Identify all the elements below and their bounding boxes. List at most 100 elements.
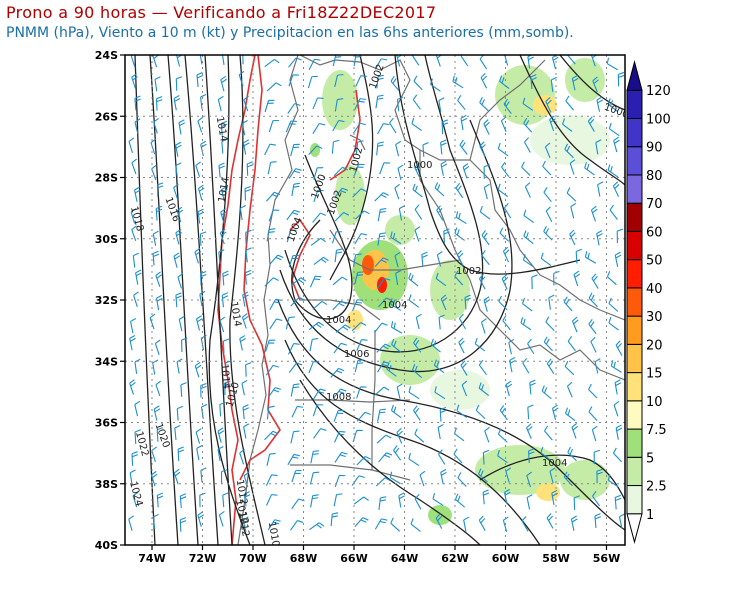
wind-barb — [413, 337, 422, 353]
wind-barb — [433, 359, 445, 374]
wind-barb — [334, 74, 344, 87]
wind-barb — [242, 404, 250, 420]
wind-barb — [396, 96, 404, 112]
wind-barb — [430, 78, 441, 92]
wind-barb — [483, 119, 490, 135]
wind-barb — [475, 404, 486, 420]
wind-barb — [411, 117, 423, 132]
wind-barb — [455, 211, 467, 225]
lon-tick-label: 56W — [593, 552, 620, 565]
wind-barb — [241, 120, 248, 136]
wind-barb — [612, 181, 620, 197]
colorbar-label: 7.5 — [646, 423, 667, 438]
wind-barb — [374, 58, 388, 70]
wind-barb — [606, 271, 617, 286]
wind-barb — [499, 75, 510, 89]
colorbar-segment — [626, 513, 643, 544]
colorbar-label: 10 — [646, 395, 663, 410]
wind-barb — [221, 185, 228, 202]
wind-barb — [356, 386, 367, 399]
wind-barb — [310, 450, 320, 464]
wind-barb — [175, 292, 182, 308]
wind-barb — [244, 185, 251, 201]
wind-barb — [527, 404, 534, 420]
wind-barb — [220, 469, 228, 484]
isobar-label: 1008 — [326, 392, 351, 403]
wind-barb — [591, 273, 599, 289]
wind-barb — [542, 160, 552, 176]
wind-barb — [567, 446, 577, 462]
wind-barb — [505, 467, 512, 483]
wind-barb — [618, 513, 625, 529]
wind-barb — [389, 117, 397, 134]
wind-barb — [479, 141, 486, 158]
wind-barb — [504, 55, 509, 66]
wind-barb — [458, 337, 465, 354]
isobar-label: 1006 — [344, 349, 369, 360]
wind-barb — [149, 313, 156, 330]
wind-barb — [526, 494, 533, 510]
colorbar-segment — [626, 400, 643, 430]
wind-barb — [571, 316, 579, 333]
wind-barb — [265, 474, 278, 486]
wind-barb — [457, 472, 467, 487]
colorbar-segment — [626, 456, 643, 487]
wind-barb — [480, 72, 488, 89]
wind-barb — [334, 98, 344, 112]
wind-barb — [197, 511, 204, 527]
isobar-label: 1004 — [326, 315, 351, 326]
wind-barb — [266, 405, 275, 420]
wind-barb — [134, 95, 141, 111]
wind-barb — [543, 186, 552, 203]
wind-barb — [608, 297, 619, 312]
isobar-label: 1014 — [218, 363, 231, 389]
wind-barb — [523, 117, 533, 133]
wind-barb — [287, 103, 301, 114]
lat-tick-label: 30S — [95, 233, 118, 246]
wind-barb — [218, 249, 225, 265]
wind-barb — [564, 143, 574, 159]
wind-barb — [414, 226, 421, 242]
lon-tick-label: 72W — [189, 552, 216, 565]
wind-barb — [460, 360, 468, 376]
wind-barb — [290, 383, 300, 397]
wind-barb — [307, 75, 318, 89]
wind-barb — [462, 163, 470, 179]
wind-barb — [331, 139, 340, 154]
wind-barb — [197, 184, 205, 201]
wind-barb — [246, 161, 254, 176]
wind-barb — [376, 434, 392, 444]
wind-barb — [173, 95, 181, 111]
wind-barb — [408, 453, 420, 466]
wind-barb — [219, 401, 226, 417]
wind-barb — [266, 494, 278, 506]
wind-barb — [194, 247, 202, 264]
lat-tick-label: 28S — [95, 172, 118, 185]
wind-barb — [566, 381, 573, 398]
wind-barb — [333, 493, 343, 507]
wind-barb — [377, 408, 386, 422]
wind-barb — [376, 74, 384, 89]
wind-barb — [220, 208, 227, 224]
wind-barb — [196, 315, 203, 331]
colorbar-segment — [626, 89, 643, 119]
wind-barb — [436, 205, 444, 221]
wind-barb — [129, 379, 136, 395]
wind-barb — [286, 229, 297, 243]
wind-barb — [312, 122, 326, 134]
wind-barb — [355, 140, 364, 154]
wind-barb — [573, 270, 581, 287]
wind-barb — [134, 429, 141, 444]
wind-barb — [243, 95, 249, 112]
wind-barb — [156, 182, 164, 197]
isobar-label: 1004 — [382, 300, 407, 311]
wind-barb — [544, 142, 551, 159]
wind-barb — [155, 205, 163, 221]
wind-barb — [196, 72, 203, 87]
wind-barb — [199, 290, 206, 307]
colorbar-label: 80 — [646, 169, 663, 184]
lat-tick-label: 24S — [95, 49, 118, 62]
wind-barb — [268, 120, 279, 133]
wind-barb — [474, 337, 486, 352]
wind-barb — [353, 496, 369, 505]
